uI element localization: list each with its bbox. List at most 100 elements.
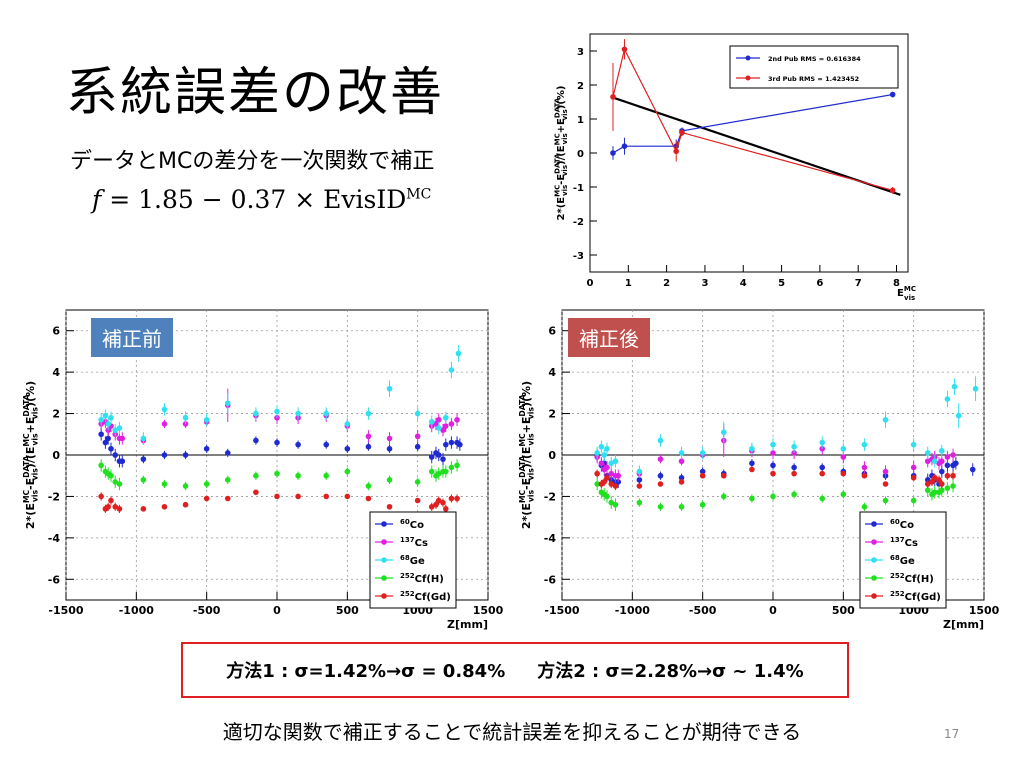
data-point [182,501,189,508]
series-252Cf(H) [98,459,460,491]
series-60Co [98,428,463,468]
data-point [274,408,280,415]
data-point [699,468,706,475]
data-point [612,501,619,508]
data-point [443,441,449,448]
data-point [939,468,945,475]
data-point [673,148,680,155]
data-point [295,441,301,448]
data-point [433,421,439,427]
data-point [621,143,628,149]
data-point [161,481,168,487]
data-point [344,445,351,452]
data-point [910,441,917,448]
data-point [253,437,259,444]
data-point [433,501,439,508]
data-point [112,479,119,485]
data-point [749,495,755,502]
x-tick-label: 3 [701,278,708,289]
data-point [819,470,826,477]
data-point [944,396,951,402]
data-point [365,433,372,440]
data-point [224,400,231,407]
data-point [861,464,868,471]
legend-label: 60Co [890,518,914,531]
data-point [749,460,755,467]
data-point [428,454,435,460]
data-point [951,383,958,390]
data-point [295,493,301,500]
data-point [615,479,622,485]
x-tick-label: 0 [769,604,777,617]
data-point [636,499,643,506]
data-point [612,458,619,465]
before-correction-chart: -1500 -1000 -500 0 500 1000 1500-6-4-20246Z[mm… [22,309,504,631]
legend-swatch [745,75,751,81]
x-tick-label: 1500 [473,604,504,617]
y-tick-label: -2 [544,490,556,503]
data-point [882,497,889,504]
y-tick-label: 1 [577,115,584,126]
data-point [950,472,956,479]
before-correction-tag: 補正前 [91,318,173,357]
data-point [657,456,664,462]
data-point [443,468,449,475]
data-point [601,479,607,485]
data-point [454,462,460,469]
data-point [386,385,393,392]
data-point [344,468,351,475]
data-point [414,443,421,450]
data-point [274,414,280,421]
data-point [939,458,945,465]
x-tick-label: 1 [625,278,632,289]
y-axis-label: 2*(EMCvis-EDATAvis)/(EMCvis+EDATAvis)(%) [554,86,570,221]
y-tick-label: 3 [577,47,584,58]
data-point [102,439,109,446]
data-point [621,46,628,53]
data-point [931,474,938,481]
data-point [414,433,421,440]
data-point [98,431,104,438]
x-tick-label: 4 [740,278,747,289]
data-point [161,503,168,510]
data-point [253,410,259,417]
y-tick-label: -1 [573,183,584,194]
data-point [612,483,619,489]
legend-swatch [381,539,387,545]
data-point [636,468,643,475]
data-point [448,495,455,502]
data-point [98,416,104,423]
data-point [608,460,615,467]
data-point [791,491,797,498]
y-tick-label: -4 [48,532,61,545]
data-point [448,439,455,446]
formula-lhs: f [92,185,102,214]
data-point [112,503,119,510]
data-point [608,481,615,487]
data-point [443,506,449,512]
legend-swatch [871,557,877,563]
y-tick-label: 4 [52,366,60,379]
data-point [953,460,959,467]
x-tick-label: 500 [832,604,855,617]
data-point [604,474,610,481]
data-point [323,472,330,479]
data-point [224,477,231,483]
data-point [594,450,600,456]
data-point [386,477,393,483]
formula-superscript: MC [406,186,432,203]
legend-swatch [381,575,387,581]
data-point [610,150,616,156]
data-point [678,458,685,465]
data-point [414,410,421,417]
data-point [161,421,168,427]
data-point [440,427,446,433]
data-point [608,499,615,506]
data-point [598,443,605,450]
y-tick-label: 2 [577,81,584,92]
data-point [224,495,231,502]
data-point [448,464,455,471]
data-point [791,470,797,477]
legend-label: 137Cs [890,536,918,549]
data-point [112,427,119,433]
